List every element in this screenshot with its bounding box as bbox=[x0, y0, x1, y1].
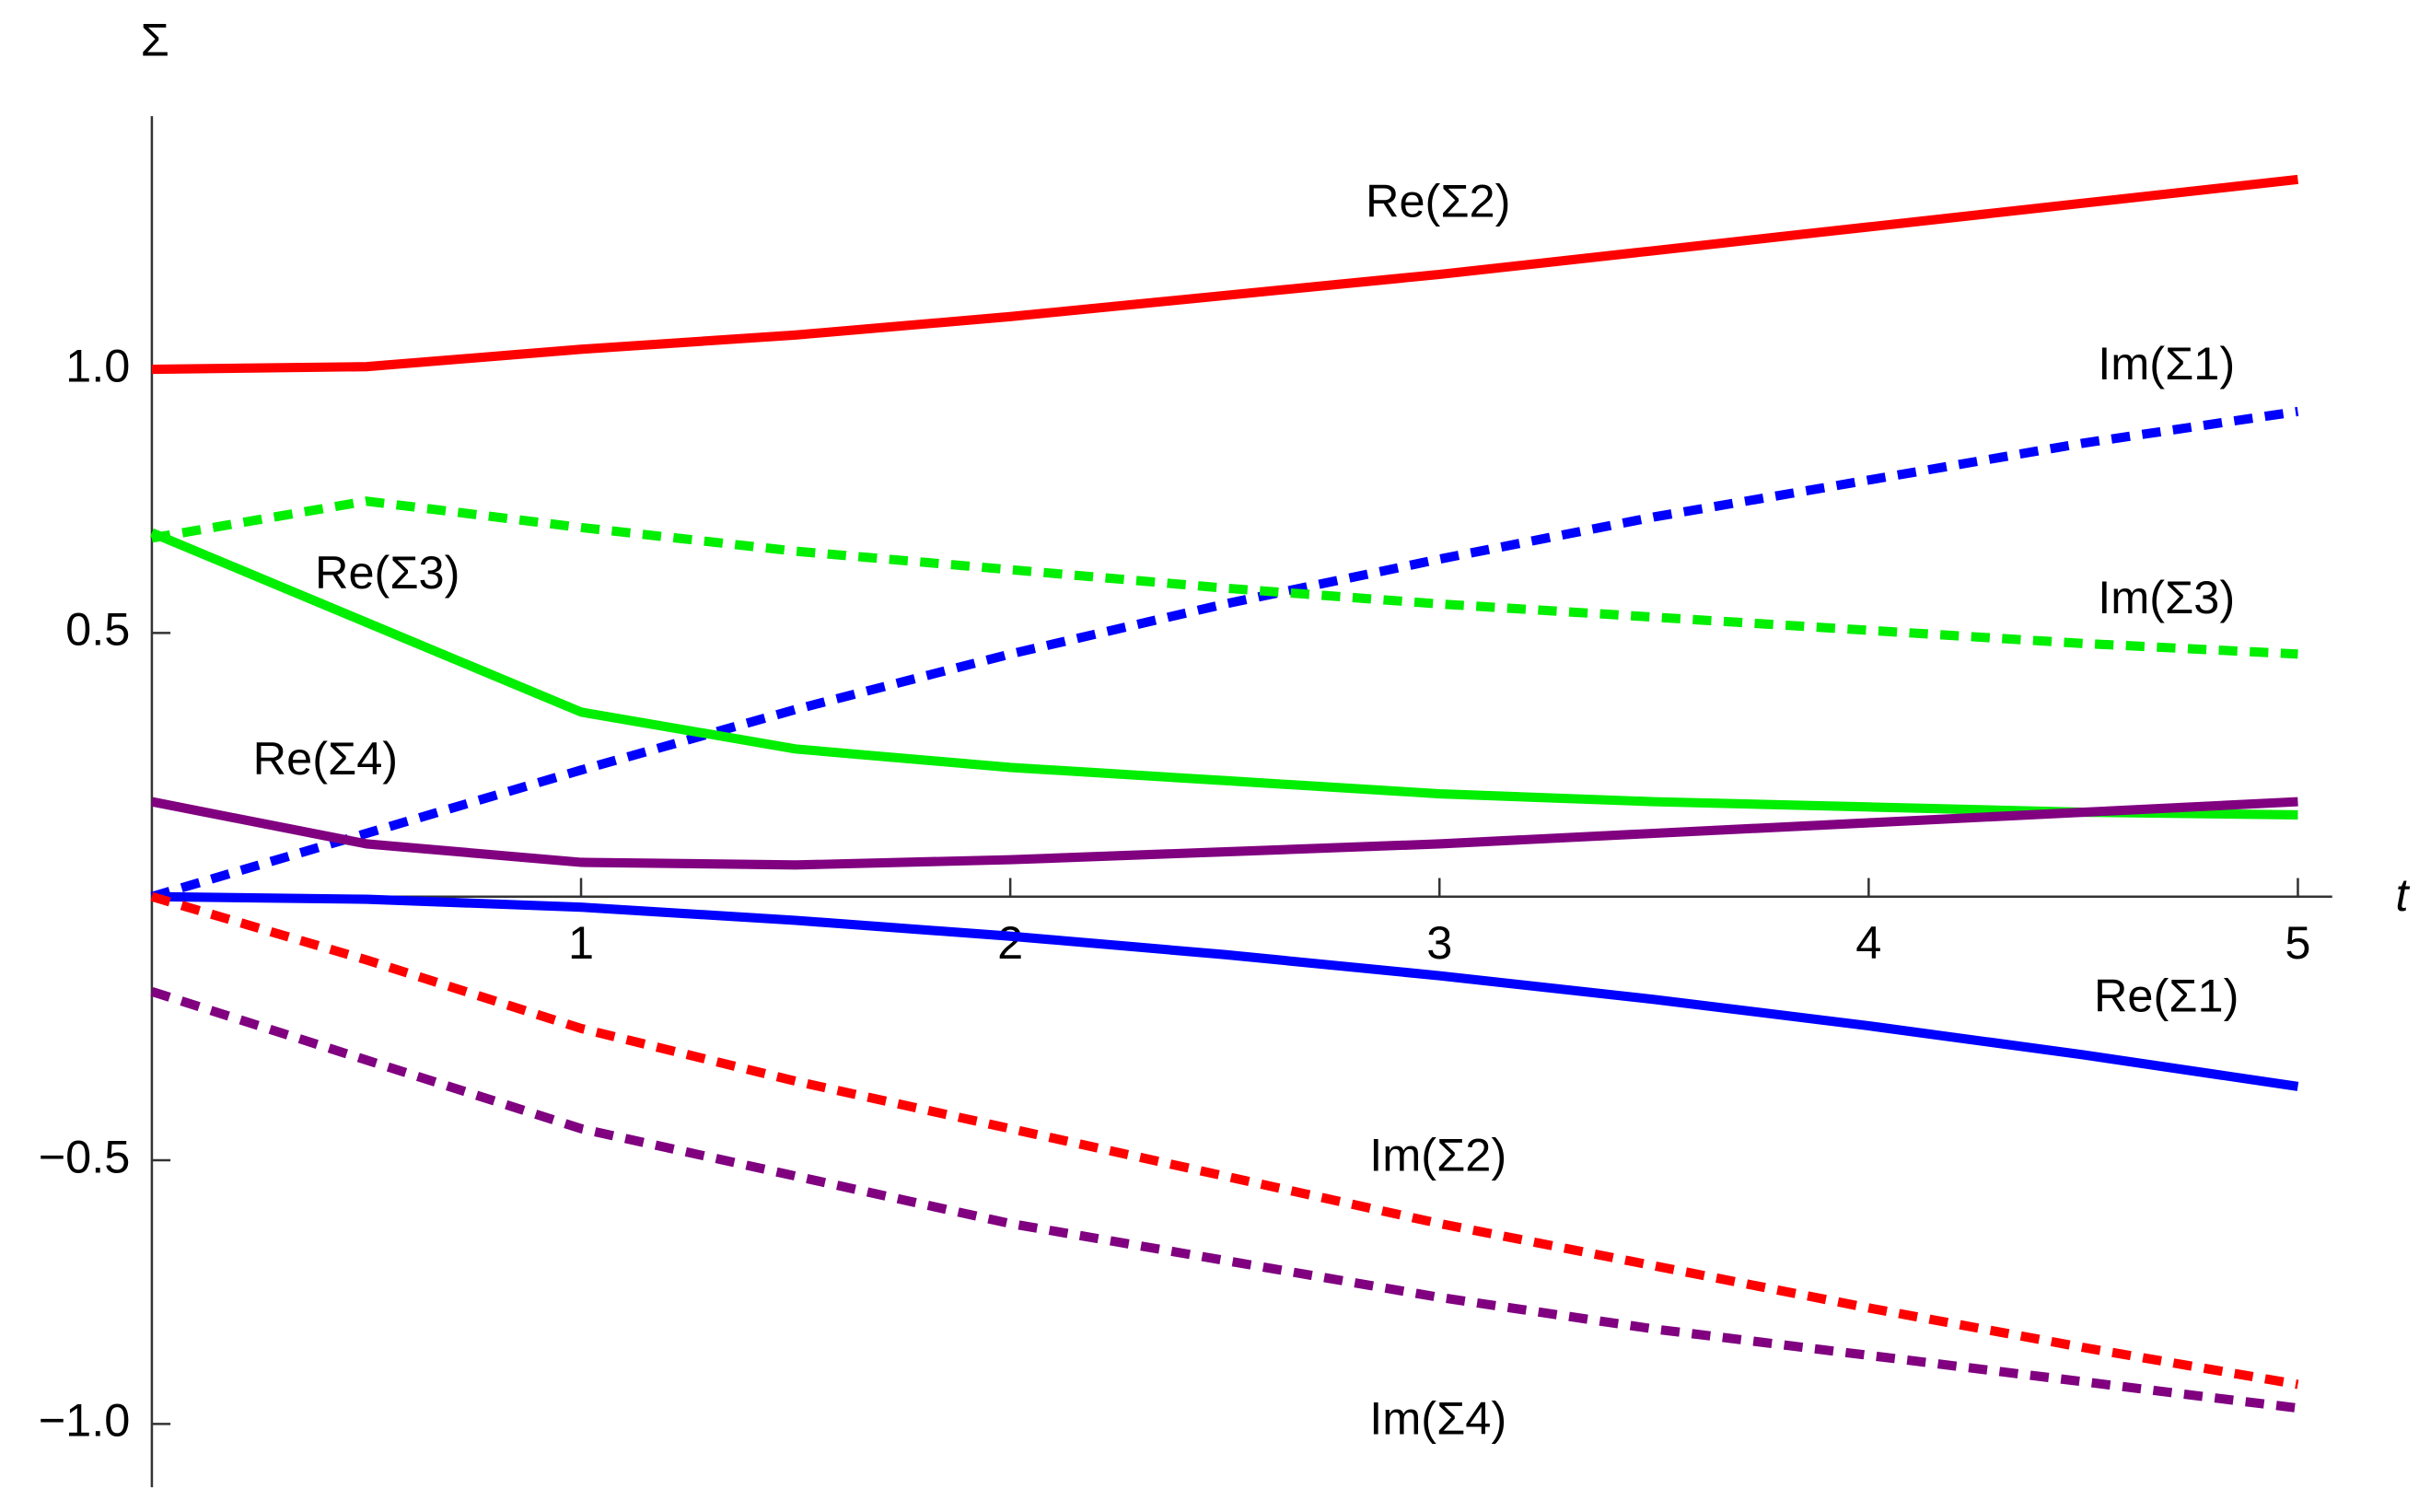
y-axis-label: Σ bbox=[141, 13, 169, 65]
x-tick-label: 2 bbox=[997, 916, 1023, 969]
x-tick-label: 4 bbox=[1855, 916, 1881, 969]
series-line bbox=[150, 797, 2298, 870]
series-line bbox=[151, 174, 2299, 375]
series-label: Re(Σ3) bbox=[315, 546, 459, 599]
series-label: Im(Σ2) bbox=[1369, 1129, 1506, 1181]
series-label: Im(Σ4) bbox=[1369, 1392, 1506, 1445]
x-tick-label: 1 bbox=[568, 916, 594, 969]
series-line bbox=[150, 891, 2299, 1390]
series-line bbox=[150, 406, 2299, 901]
series-label: Im(Σ1) bbox=[2098, 337, 2235, 390]
series-label: Re(Σ4) bbox=[253, 732, 398, 785]
y-tick-label: −1.0 bbox=[39, 1394, 131, 1447]
series-label: Im(Σ3) bbox=[2098, 571, 2235, 623]
x-axis-label: t bbox=[2395, 868, 2410, 921]
series-line bbox=[151, 891, 2299, 1091]
series-line bbox=[150, 986, 2299, 1413]
x-tick-label: 5 bbox=[2285, 916, 2310, 969]
series-line bbox=[151, 496, 2298, 659]
x-tick-label: 3 bbox=[1426, 916, 1452, 969]
y-tick-label: −0.5 bbox=[39, 1130, 131, 1182]
y-tick-label: 0.5 bbox=[65, 603, 130, 656]
series-label: Re(Σ2) bbox=[1366, 174, 1510, 227]
y-tick-label: 1.0 bbox=[65, 339, 130, 391]
series-label: Re(Σ1) bbox=[2094, 969, 2239, 1021]
series-line bbox=[149, 528, 2298, 820]
